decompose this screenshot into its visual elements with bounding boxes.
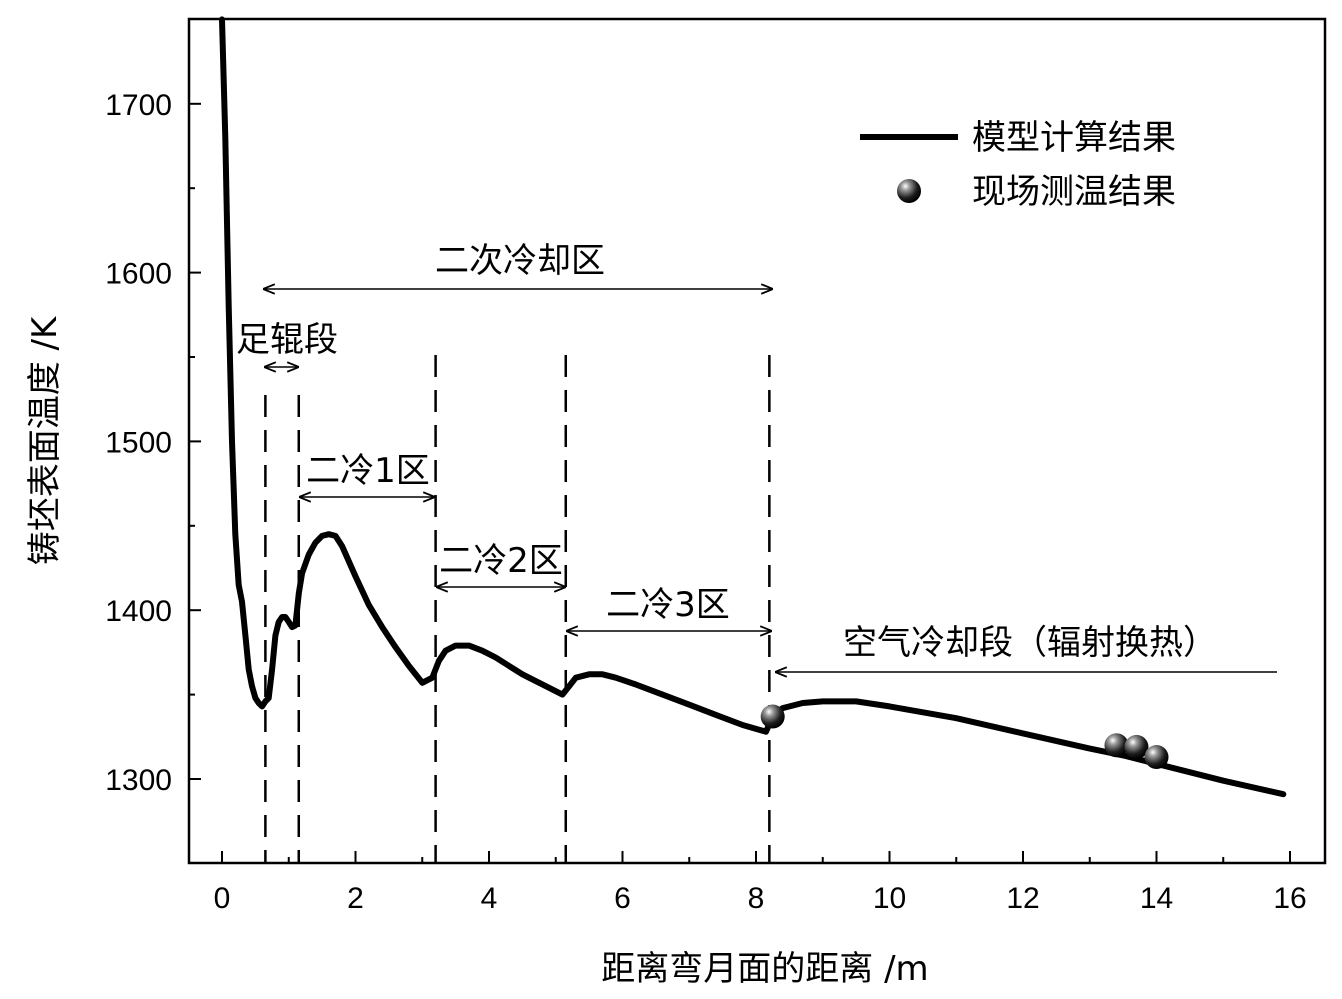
x-tick-label: 12 [1006, 882, 1039, 915]
zone2-label: 二冷2区 [439, 541, 563, 581]
x-tick-label: 8 [748, 882, 765, 915]
legend-label-measured: 现场测温结果 [972, 172, 1176, 212]
x-tick-label: 14 [1140, 882, 1173, 915]
measured-point [1104, 733, 1129, 758]
y-tick-label: 1600 [105, 258, 172, 291]
secondary-cooling-label: 二次冷却区 [435, 241, 605, 281]
y-tick-label: 1300 [105, 764, 172, 797]
measured-point [1124, 734, 1149, 759]
legend-sphere-marker [897, 179, 921, 203]
zone-boundary-lines [264, 355, 771, 863]
x-tick-label: 16 [1273, 882, 1306, 915]
y-axis-title: 铸坯表面温度 /K [25, 315, 65, 565]
y-tick-label: 1500 [105, 426, 172, 459]
x-tick-label: 0 [214, 882, 231, 915]
zone3-label: 二冷3区 [606, 585, 730, 625]
zone1-label: 二冷1区 [306, 451, 430, 491]
foot-roll-label: 足辊段 [236, 320, 338, 360]
x-axis-ticks: 0 2 4 6 8 10 12 14 16 [214, 851, 1307, 915]
x-axis-title: 距离弯月面的距离 /m [601, 949, 928, 989]
legend-label-model: 模型计算结果 [972, 118, 1176, 158]
x-tick-label: 10 [873, 882, 906, 915]
y-tick-label: 1400 [105, 595, 172, 628]
legend: 模型计算结果 现场测温结果 [860, 118, 1176, 212]
x-tick-label: 2 [347, 882, 364, 915]
air-cooling-label: 空气冷却段（辐射换热） [843, 623, 1217, 663]
y-axis-ticks: 1300 1400 1500 1600 1700 [105, 89, 201, 797]
x-tick-label: 6 [614, 882, 631, 915]
measured-points [760, 704, 1169, 770]
measured-point [760, 704, 785, 729]
measured-point [1144, 745, 1169, 770]
x-tick-label: 4 [481, 882, 498, 915]
y-tick-label: 1700 [105, 89, 172, 122]
